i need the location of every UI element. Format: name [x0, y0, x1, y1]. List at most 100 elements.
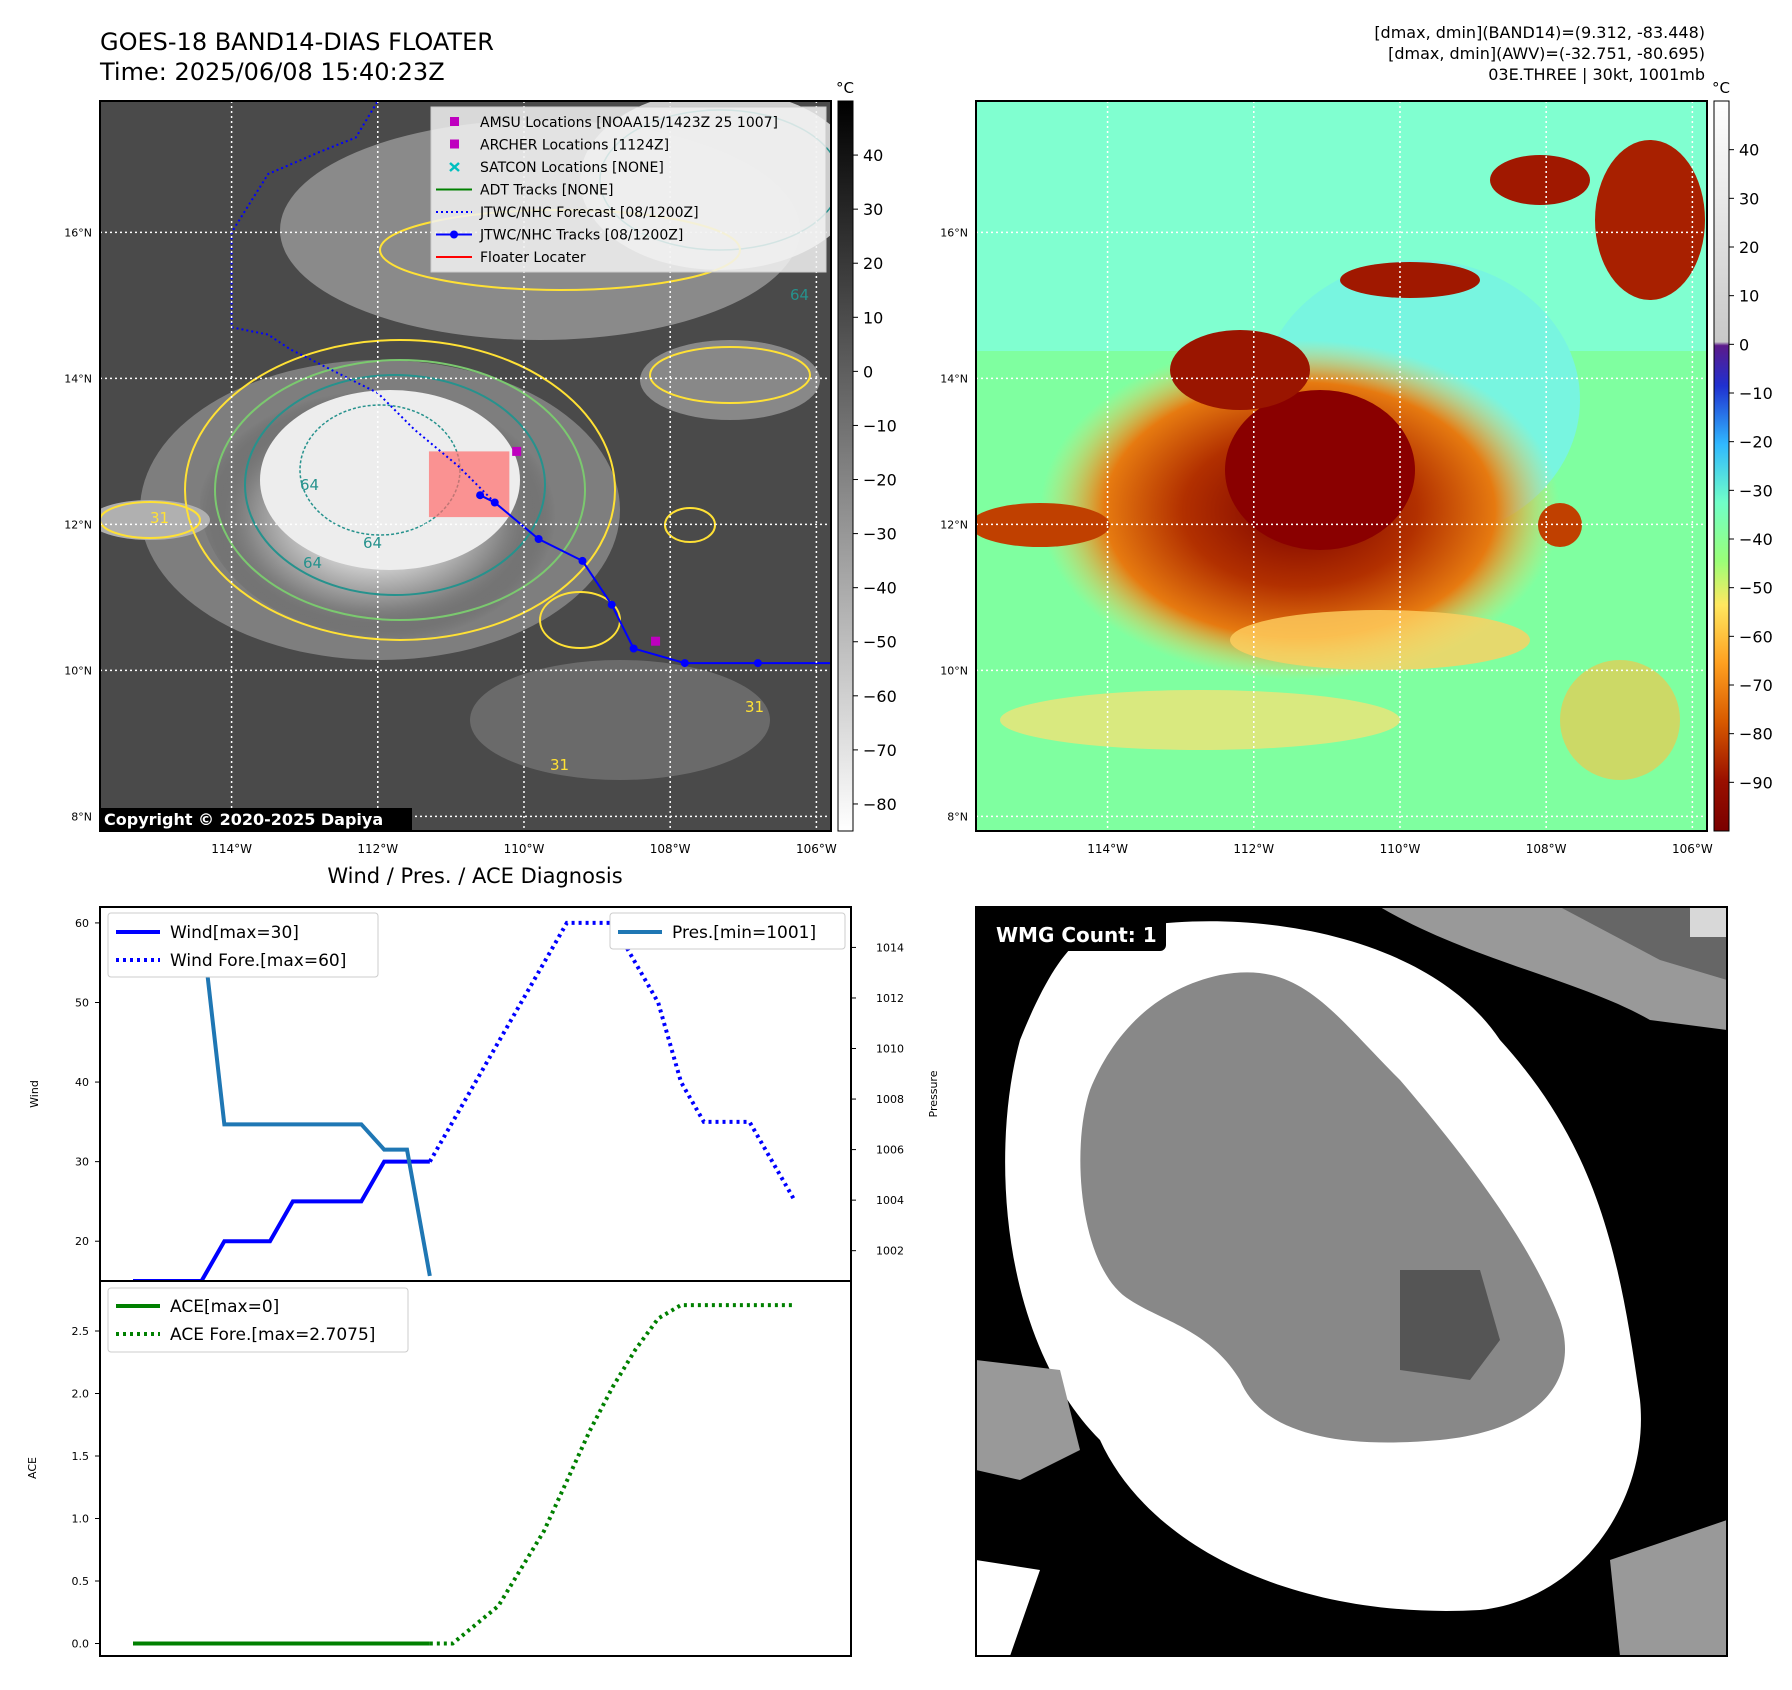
legend-item: ADT Tracks [NONE] — [436, 183, 613, 199]
lat-tick-label: 8°N — [71, 810, 92, 823]
legend-item: Floater Locater — [436, 250, 586, 266]
colorbar-tick-label: −30 — [1739, 481, 1773, 500]
ace-tick-label: 0.0 — [72, 1638, 90, 1651]
figure-time: Time: 2025/06/08 15:40:23Z — [99, 58, 445, 86]
pressure-legend: Pres.[min=1001] — [609, 912, 846, 950]
colorbar-tick-label: 0 — [863, 362, 873, 381]
pressure-tick-label: 1002 — [876, 1245, 904, 1258]
ace-tick-label: 1.0 — [72, 1513, 90, 1526]
colorbar-tick-label: −50 — [863, 633, 897, 652]
legend-item: JTWC/NHC Tracks [08/1200Z] — [436, 228, 683, 244]
lon-tick-label: 114°W — [1087, 842, 1128, 856]
colorbar-tick-label: −20 — [863, 471, 897, 490]
colorbar-tick-label: −90 — [1739, 773, 1773, 792]
copyright-text: Copyright © 2020-2025 Dapiya — [104, 810, 383, 829]
contour-label: 64 — [363, 534, 382, 552]
pressure-legend-label: Pres.[min=1001] — [672, 923, 816, 943]
lat-tick-label: 16°N — [940, 226, 968, 239]
lat-tick-label: 16°N — [64, 226, 92, 239]
lon-tick-label: 110°W — [504, 842, 545, 856]
colorbar-tick-label: −10 — [863, 416, 897, 435]
pressure-tick-label: 1008 — [876, 1093, 904, 1106]
wind-legend-label: Wind[max=30] — [170, 923, 299, 943]
colorbar-tick-label: 20 — [1739, 238, 1759, 257]
ace-forecast-series-line — [429, 1303, 796, 1646]
legend-label: ARCHER Locations [1124Z] — [480, 138, 669, 154]
right-map-panel: 16°N 14°N 12°N 10°N 8°N 114°W 112°W 110°W 108°W… — [940, 100, 1713, 856]
pressure-tick-label: 1012 — [876, 992, 904, 1005]
lat-tick-label: 14°N — [64, 372, 92, 385]
ace-legend-label: ACE[max=0] — [170, 1297, 279, 1317]
track-point — [629, 644, 638, 653]
track-point — [578, 556, 587, 565]
info-band14-range: [dmax, dmin](BAND14)=(9.312, -83.448) — [1374, 23, 1705, 42]
right-map-image — [976, 101, 1707, 831]
left-colorbar-unit: °C — [836, 79, 854, 97]
legend-label: JTWC/NHC Forecast [08/1200Z] — [479, 205, 699, 221]
figure-title: GOES-18 BAND14-DIAS FLOATER — [100, 28, 494, 56]
track-point — [680, 659, 689, 668]
amsu-location-marker — [512, 446, 522, 456]
wind-tick-label: 50 — [75, 996, 89, 1009]
lat-tick-label: 10°N — [940, 664, 968, 677]
colorbar-tick-label: −20 — [1739, 433, 1773, 452]
colorbar-tick-label: 0 — [1739, 335, 1749, 354]
lon-tick-label: 106°W — [796, 842, 837, 856]
colorbar-tick-label: −60 — [1739, 627, 1773, 646]
lat-tick-label: 10°N — [64, 664, 92, 677]
legend-label: AMSU Locations [NOAA15/1423Z 25 1007] — [480, 115, 778, 131]
legend-label: SATCON Locations [NONE] — [480, 160, 664, 176]
colorbar-tick-label: −30 — [863, 525, 897, 544]
left-map-legend: AMSU Locations [NOAA15/1423Z 25 1007] ARC… — [430, 106, 827, 273]
lat-tick-label: 8°N — [947, 810, 968, 823]
track-point — [607, 600, 616, 609]
lon-tick-label: 106°W — [1672, 842, 1713, 856]
contour-label: 64 — [300, 476, 319, 494]
floater-locater-box — [428, 451, 510, 518]
legend-item: ARCHER Locations [1124Z] — [450, 138, 669, 154]
left-map-panel: 64 64 64 31 31 31 64 16°N 14°N 12°N 10°N 8°N… — [64, 100, 837, 856]
track-point — [490, 498, 499, 507]
wmg-count-label: WMG Count: 1 — [996, 923, 1157, 947]
lat-tick-label: 12°N — [940, 518, 968, 531]
colorbar-tick-label: 20 — [863, 254, 883, 273]
left-colorbar: °C 40 30 20 10 0 −10 −20 −30 −40 −50 −60 −70 −80 — [836, 79, 897, 832]
pressure-tick-label: 1004 — [876, 1194, 904, 1207]
legend-item: JTWC/NHC Forecast [08/1200Z] — [436, 205, 699, 221]
colorbar-tick-label: 30 — [863, 200, 883, 219]
colorbar-tick-label: 30 — [1739, 189, 1759, 208]
colorbar-tick-label: −70 — [863, 741, 897, 760]
colorbar-tick-label: −10 — [1739, 384, 1773, 403]
colorbar-tick-label: −50 — [1739, 579, 1773, 598]
lat-tick-label: 14°N — [940, 372, 968, 385]
lon-tick-label: 114°W — [211, 842, 252, 856]
wind-tick-label: 60 — [75, 917, 89, 930]
info-storm: 03E.THREE | 30kt, 1001mb — [1488, 65, 1705, 84]
legend-label: JTWC/NHC Tracks [08/1200Z] — [479, 228, 683, 244]
legend-square-marker — [450, 139, 459, 149]
colorbar-tick-label: −60 — [863, 687, 897, 706]
colorbar-tick-label: 10 — [1739, 287, 1759, 306]
lon-tick-label: 108°W — [1526, 842, 1567, 856]
legend-item: AMSU Locations [NOAA15/1423Z 25 1007] — [450, 115, 778, 131]
contour-label: 31 — [745, 698, 764, 716]
wmg-panel: WMG Count: 1 — [975, 906, 1728, 1657]
wind-tick-label: 20 — [75, 1235, 89, 1248]
colorbar-tick-label: −70 — [1739, 676, 1773, 695]
legend-item: SATCON Locations [NONE] — [449, 160, 664, 176]
legend-x-marker — [449, 162, 460, 172]
colorbar-tick-label: 40 — [1739, 141, 1759, 160]
wind-forecast-series-line — [428, 920, 797, 1203]
ace-tick-label: 2.5 — [72, 1325, 90, 1338]
lon-tick-label: 112°W — [357, 842, 398, 856]
lat-tick-label: 12°N — [64, 518, 92, 531]
diagnosis-title: Wind / Pres. / ACE Diagnosis — [327, 864, 622, 888]
contour-label: 31 — [150, 509, 169, 527]
wind-series-line — [133, 1159, 430, 1281]
pressure-tick-label: 1014 — [876, 941, 904, 954]
colorbar-tick-label: 10 — [863, 308, 883, 327]
colorbar-tick-label: −80 — [863, 795, 897, 814]
archer-location-marker — [651, 636, 661, 646]
